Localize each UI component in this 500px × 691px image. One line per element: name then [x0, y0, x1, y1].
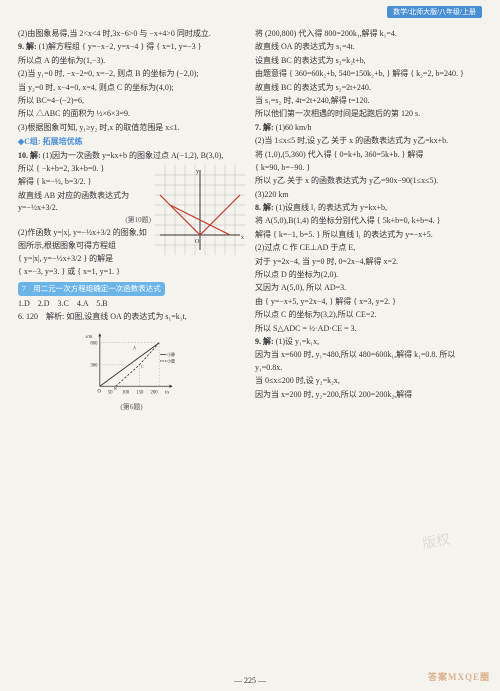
text-line: 当 y₂=0 时, x−4=0, x=4, 则点 C 的坐标为(4,0);	[18, 82, 245, 94]
svg-text:O: O	[97, 390, 101, 395]
text-line: 解得 { k=−1, b=5. } 所以直线 l₁ 的表达式为 y=−x+5.	[255, 229, 482, 241]
topic-7-bar: 7 用二元一次方程组确定一次函数表达式	[18, 282, 165, 296]
text-line: 所以点 D 的坐标为(2,0).	[255, 269, 482, 281]
svg-text:100: 100	[122, 391, 130, 396]
text-line: (2)过点 C 作 CE⊥AD 于点 E,	[255, 242, 482, 254]
text: (1)设直线 l₁ 的表达式为 y=kx+b,	[276, 203, 387, 212]
text-line: 所以 BC=4−(−2)=6,	[18, 95, 245, 107]
text-line: 所以 △ABC 的面积为 ½×6×3=9.	[18, 108, 245, 120]
text: (1)60 km/h	[276, 123, 312, 132]
left-column: (2)由图象易得,当 2<x<4 时,3x−6>0 与 −x+4>0 同时成立.…	[18, 28, 245, 668]
svg-text:50: 50	[108, 391, 113, 396]
svg-text:200: 200	[151, 391, 159, 396]
q-number: 9. 解:	[18, 42, 37, 51]
text-line: 对于 y=2x−4, 当 y=0 时, 0=2x−4,解得 x=2.	[255, 256, 482, 268]
text-line: (2)由图象易得,当 2<x<4 时,3x−6>0 与 −x+4>0 同时成立.	[18, 28, 245, 40]
q7: 7. 解: (1)60 km/h	[255, 122, 482, 134]
chart-q10-grid: x y O	[155, 165, 245, 255]
text-line: 将 (1,0),(5,360) 代入得 { 0=k+b, 360=5k+b. }…	[255, 149, 482, 161]
q9r: 9. 解: (1)设 y₁=k₁x,	[255, 336, 482, 348]
text-line: 因为当 x=200 时, y₂=200,所以 200=200k₂,解得	[255, 389, 482, 401]
q-number: 8. 解:	[255, 203, 274, 212]
q10: 10. 解: (1)因为一次函数 y=kx+b 的图象过点 A(−1,2), B…	[18, 150, 245, 162]
text-line: (2)当 1≤x≤5 时,设 y乙 关于 x 的函数表达式为 y乙=kx+b.	[255, 135, 482, 147]
text-line: 所以点 C 的坐标为(3,2),所以 CE=2.	[255, 309, 482, 321]
q-number: 7. 解:	[255, 123, 274, 132]
svg-text:s/m: s/m	[86, 335, 93, 340]
svg-text:小静: 小静	[167, 352, 175, 357]
svg-text:C: C	[141, 364, 144, 369]
svg-text:360: 360	[90, 364, 98, 369]
q-number: 9. 解:	[255, 337, 274, 346]
svg-text:B: B	[114, 386, 117, 391]
header-bar: 数学/北师大版/八年级/上册	[387, 6, 482, 18]
page-footer: — 225 —	[0, 676, 500, 685]
text-line: 当 0≤x≤200 时,设 y₂=k₂x,	[255, 375, 482, 387]
svg-text:800: 800	[90, 342, 98, 347]
text-line: 当 s₁=s₂ 时, 4t=2t+240,解得 t=120.	[255, 95, 482, 107]
svg-text:y: y	[196, 169, 199, 175]
text-line: 将 A(5,0),B(1,4) 的坐标分别代入得 { 5k+b=0, k+b=4…	[255, 215, 482, 227]
text-line: 由题意得 { 360=60k₂+b, 540=150k₂+b, } 解得 { k…	[255, 68, 482, 80]
text-line: 故直线 OA 的表达式为 s₁=4t.	[255, 41, 482, 53]
q9: 9. 解: (1)解方程组 { y=−x−2, y=x−4 } 得 { x=1,…	[18, 41, 245, 53]
answer-line: 1.D 2.D 3.C 4.A 5.B	[18, 298, 245, 310]
text-line: 故直线 BC 的表达式为 s₂=2t+240.	[255, 82, 482, 94]
text-line: 又因为 A(5,0), 所以 AD=3.	[255, 282, 482, 294]
svg-text:x: x	[241, 235, 244, 241]
chart-q6: s/m 800 360 50 100 150 200 t/s O A C B 小…	[84, 325, 179, 400]
text: (1)解方程组	[39, 42, 80, 51]
svg-text:t/s: t/s	[165, 391, 170, 396]
text-line: 由 { y=−x+5, y=2x−4, } 解得 { x=3, y=2. }	[255, 296, 482, 308]
text-line: { k=90, b=−90. }	[255, 162, 482, 174]
text-line: (3)根据图象可知, y₁≥y₂ 时,x 的取值范围是 x≤1.	[18, 122, 245, 134]
text-line: 所以他们第一次相遇的时间是起跑后的第 120 s.	[255, 108, 482, 120]
text-line: 因为当 x=600 时, y₁=480,所以 480=600k₁,解得 k₁=0…	[255, 349, 482, 374]
text-line: 设直线 BC 的表达式为 s₂=k₂t+b,	[255, 55, 482, 67]
text-line: (2)当 y₁=0 时, −x−2=0, x=−2, 则点 B 的坐标为 (−2…	[18, 68, 245, 80]
watermark-logo: 答案MXQE圈	[428, 670, 490, 683]
svg-text:小雷: 小雷	[167, 359, 175, 364]
q-number: 10. 解:	[18, 151, 41, 160]
text-line: { y=|x|, y=−½x+3/2 } 的解是	[18, 253, 245, 265]
text-line: 所以 S△ADC = ½·AD·CE = 3.	[255, 323, 482, 335]
text: (1)设 y₁=k₁x,	[276, 337, 319, 346]
svg-text:150: 150	[136, 391, 144, 396]
text-line: (3)220 km	[255, 189, 482, 201]
fig-caption: (第6题)	[18, 402, 245, 413]
text-line: 所以点 A 的坐标为(1,−3).	[18, 55, 245, 67]
q8: 8. 解: (1)设直线 l₁ 的表达式为 y=kx+b,	[255, 202, 482, 214]
text: (1)因为一次函数 y=kx+b 的图象过点 A(−1,2), B(3,0),	[43, 151, 224, 160]
svg-text:O: O	[195, 239, 200, 245]
text-line: { x=−3, y=3. } 或 { x=1, y=1. }	[18, 266, 245, 278]
text: { y=−x−2, y=x−4 } 得 { x=1, y=−3 }	[82, 42, 201, 51]
text-line: 将 (200,800) 代入得 800=200k₁,解得 k₁=4.	[255, 28, 482, 40]
text-line: 所以 y乙 关于 x 的函数表达式为 y乙=90x−90(1≤x≤5).	[255, 175, 482, 187]
svg-text:A: A	[133, 345, 136, 350]
q6: 6. 120 解析: 如图,设直线 OA 的表达式为 s₁=k₁t,	[18, 311, 245, 323]
two-column-layout: (2)由图象易得,当 2<x<4 时,3x−6>0 与 −x+4>0 同时成立.…	[18, 28, 482, 668]
section-c-tag: ◆C组: 拓展培优练	[18, 136, 245, 148]
right-column: 将 (200,800) 代入得 800=200k₁,解得 k₁=4. 故直线 O…	[255, 28, 482, 668]
